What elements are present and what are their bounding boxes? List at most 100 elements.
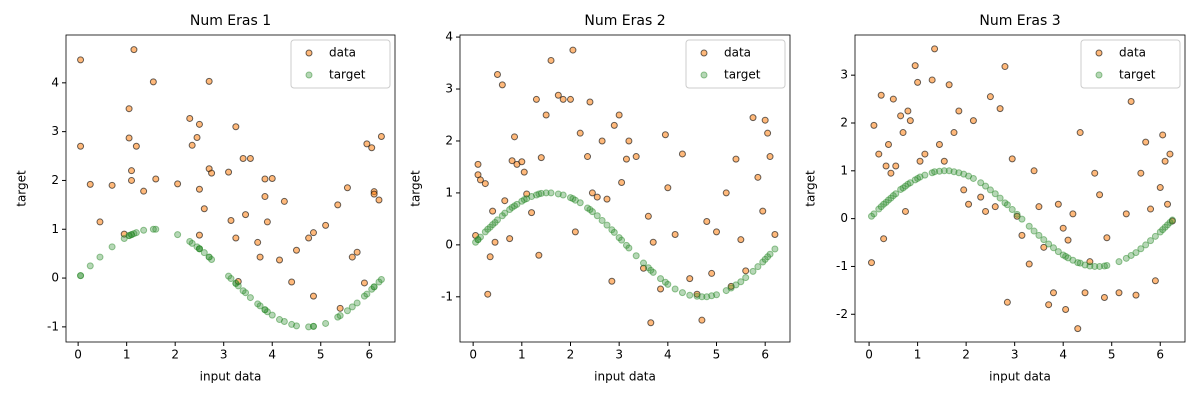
scatter-point: [742, 274, 750, 282]
scatter-point: [86, 262, 94, 270]
scatter-point: [322, 221, 330, 229]
scatter-point: [977, 193, 985, 201]
scatter-point: [130, 46, 138, 54]
scatter-point: [703, 217, 711, 225]
scatter-point: [598, 216, 606, 224]
scatter-point: [1025, 260, 1033, 268]
scatter-point: [1064, 236, 1072, 244]
scatter-point: [982, 182, 990, 190]
scatter-point: [766, 153, 774, 161]
scatter-point: [708, 269, 716, 277]
scatter-point: [1132, 291, 1140, 299]
scatter-point: [678, 289, 686, 297]
scatter-point: [309, 322, 317, 330]
scatter-point: [96, 253, 104, 261]
scatter-point: [200, 249, 208, 257]
y-tick-label: 3: [445, 82, 453, 96]
scatter-point: [749, 267, 757, 275]
x-tick-label: 3: [220, 348, 228, 362]
scatter-point: [77, 142, 85, 150]
scatter-point: [348, 303, 356, 311]
scatter-point: [506, 235, 514, 243]
x-tick-label: 6: [1156, 348, 1164, 362]
scatter-point: [892, 190, 900, 198]
x-tick-label: 0: [74, 348, 82, 362]
scatter-point: [771, 245, 779, 253]
scatter-point: [542, 111, 550, 119]
scatter-point: [261, 175, 269, 183]
scatter-point: [261, 193, 269, 201]
scatter-point: [1122, 210, 1130, 218]
y-tick-label: 2: [51, 173, 59, 187]
scatter-point: [732, 155, 740, 163]
scatter-point: [336, 304, 344, 312]
scatter-point: [960, 186, 968, 194]
y-tick-label: -1: [47, 319, 59, 333]
scatter-point: [360, 279, 368, 287]
scatter-point: [986, 93, 994, 101]
x-axis-label: input data: [200, 370, 262, 384]
scatter-point: [1115, 289, 1123, 297]
y-tick-label: 1: [840, 163, 848, 177]
scatter-point: [511, 133, 519, 141]
scatter-point: [931, 45, 939, 53]
scatter-point: [657, 275, 665, 283]
scatter-point: [1003, 201, 1011, 209]
y-axis-label: target: [804, 170, 818, 207]
scatter-point: [931, 168, 939, 176]
scatter-point: [940, 157, 948, 165]
scatter-point: [246, 294, 254, 302]
scatter-point: [1100, 294, 1108, 302]
scatter-point: [309, 229, 317, 237]
scatter-point: [476, 233, 484, 241]
scatter-point: [1045, 301, 1053, 309]
scatter-point: [977, 179, 985, 187]
scatter-point: [1025, 222, 1033, 230]
scatter-point: [737, 278, 745, 286]
scatter-point: [914, 78, 922, 86]
scatter-point: [532, 95, 540, 103]
scatter-point: [484, 290, 492, 298]
scatter-point: [1069, 210, 1077, 218]
scatter-point: [625, 137, 633, 145]
scatter-point: [152, 175, 160, 183]
scatter-point: [227, 216, 235, 224]
scatter-point: [1166, 150, 1174, 158]
scatter-point: [935, 167, 943, 175]
x-tick-label: 2: [962, 348, 970, 362]
scatter-point: [764, 129, 772, 137]
y-tick-label: -1: [441, 289, 453, 303]
scatter-point: [622, 155, 630, 163]
scatter-point: [875, 150, 883, 158]
scatter-point: [766, 250, 774, 258]
scatter-point: [1151, 232, 1159, 240]
scatter-point: [897, 112, 905, 120]
legend-label: target: [329, 68, 366, 82]
scatter-point: [227, 275, 235, 283]
scatter-point: [1054, 200, 1062, 208]
scatter-point: [686, 291, 694, 299]
scatter-point: [884, 141, 892, 149]
scatter-point: [870, 210, 878, 218]
y-axis-label: target: [15, 170, 29, 207]
scatter-point: [268, 311, 276, 319]
scatter-point: [649, 238, 657, 246]
scatter-point: [761, 116, 769, 124]
scatter-point: [305, 323, 313, 331]
y-tick-label: 4: [51, 75, 59, 89]
scatter-point: [1147, 205, 1155, 213]
scatter-point: [368, 144, 376, 152]
scatter-point: [377, 133, 385, 141]
scatter-point: [343, 307, 351, 315]
scatter-point: [1018, 231, 1026, 239]
scatter-point: [188, 239, 196, 247]
scatter-point: [96, 218, 104, 226]
scatter-point: [639, 259, 647, 267]
legend-box: [290, 39, 391, 89]
scatter-point: [965, 200, 973, 208]
scatter-point: [559, 191, 567, 199]
scatter-point: [1030, 227, 1038, 235]
scatter-point: [901, 207, 909, 215]
y-tick-label: 2: [445, 133, 453, 147]
